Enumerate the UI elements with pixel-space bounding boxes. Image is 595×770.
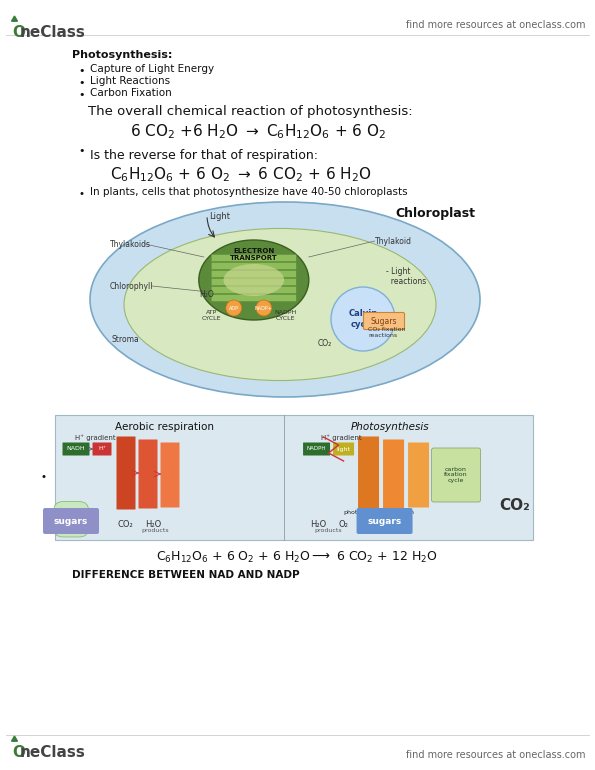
Text: Aerobic respiration: Aerobic respiration <box>115 422 214 432</box>
FancyBboxPatch shape <box>356 508 412 534</box>
Text: products: products <box>141 528 169 533</box>
Text: Calvin
cycle: Calvin cycle <box>349 310 378 329</box>
FancyBboxPatch shape <box>211 270 296 277</box>
FancyBboxPatch shape <box>383 440 404 508</box>
Text: find more resources at oneclass.com: find more resources at oneclass.com <box>406 750 585 760</box>
Text: sugars: sugars <box>368 517 402 525</box>
Text: light: light <box>337 447 350 451</box>
Text: neClass: neClass <box>20 745 86 760</box>
Text: Photosynthesis: Photosynthesis <box>350 422 429 432</box>
FancyBboxPatch shape <box>43 508 99 534</box>
FancyBboxPatch shape <box>211 255 296 262</box>
Text: Chloroplast: Chloroplast <box>395 207 475 220</box>
Text: DIFFERENCE BETWEEN NAD AND NADP: DIFFERENCE BETWEEN NAD AND NADP <box>72 570 300 580</box>
Text: Sugars: Sugars <box>371 316 397 326</box>
Circle shape <box>256 300 272 316</box>
Text: Light: Light <box>209 212 230 221</box>
Text: Stroma: Stroma <box>112 335 140 343</box>
Text: •: • <box>78 66 84 76</box>
Text: C$_6$H$_{12}$O$_6$ + 6 O$_2$ $\rightarrow$ 6 CO$_2$ + 6 H$_2$O: C$_6$H$_{12}$O$_6$ + 6 O$_2$ $\rightarro… <box>110 165 371 184</box>
Text: ADP: ADP <box>229 306 239 310</box>
Text: CO₂ fixation
reactions: CO₂ fixation reactions <box>368 327 406 338</box>
Text: CO₂: CO₂ <box>500 497 530 513</box>
Text: H⁺: H⁺ <box>98 447 106 451</box>
Ellipse shape <box>224 264 284 296</box>
Ellipse shape <box>90 202 480 397</box>
Text: In plants, cells that photosynthesize have 40-50 chloroplasts: In plants, cells that photosynthesize ha… <box>90 187 408 197</box>
Text: ATP
CYCLE: ATP CYCLE <box>202 310 221 321</box>
Text: H₂O: H₂O <box>199 290 214 299</box>
Text: •: • <box>78 78 84 88</box>
Text: The overall chemical reaction of photosynthesis:: The overall chemical reaction of photosy… <box>88 105 412 118</box>
FancyBboxPatch shape <box>161 443 180 507</box>
Text: NADPH
CYCLE: NADPH CYCLE <box>275 310 297 321</box>
Text: Capture of Light Energy: Capture of Light Energy <box>90 64 214 74</box>
Text: O: O <box>12 745 25 760</box>
Text: H₂O: H₂O <box>311 520 327 529</box>
Ellipse shape <box>124 229 436 380</box>
Circle shape <box>226 300 242 316</box>
Text: - Light
  reactions: - Light reactions <box>386 267 427 286</box>
Text: Thylakoids: Thylakoids <box>110 240 151 249</box>
Text: O: O <box>12 25 25 40</box>
Text: photosystem
II: photosystem II <box>373 510 414 521</box>
Text: •: • <box>78 146 84 156</box>
Text: CO₂: CO₂ <box>318 339 332 348</box>
FancyBboxPatch shape <box>55 415 533 540</box>
FancyBboxPatch shape <box>431 448 481 502</box>
FancyBboxPatch shape <box>408 443 429 507</box>
FancyBboxPatch shape <box>92 443 111 456</box>
FancyBboxPatch shape <box>211 263 296 269</box>
Text: Photosynthesis:: Photosynthesis: <box>72 50 173 60</box>
Text: ELECTRON
TRANSPORT: ELECTRON TRANSPORT <box>230 248 278 261</box>
Text: C$_6$H$_{12}$O$_6$ + 6 O$_2$ + 6 H$_2$O$\longrightarrow$ 6 CO$_2$ + 12 H$_2$O: C$_6$H$_{12}$O$_6$ + 6 O$_2$ + 6 H$_2$O$… <box>156 550 438 565</box>
Text: Carbon Fixation: Carbon Fixation <box>90 88 172 98</box>
Text: Chlorophyll: Chlorophyll <box>110 282 154 291</box>
Text: Thylakoid: Thylakoid <box>375 237 412 246</box>
Text: Light Reactions: Light Reactions <box>90 76 170 86</box>
Text: •: • <box>78 189 84 199</box>
Text: CO₂: CO₂ <box>117 520 133 529</box>
Text: citric
acid
cycle: citric acid cycle <box>63 511 79 527</box>
FancyBboxPatch shape <box>211 286 296 293</box>
Text: •: • <box>41 473 47 483</box>
Ellipse shape <box>199 240 309 320</box>
Text: 6 CO$_2$ +6 H$_2$O $\rightarrow$ C$_6$H$_{12}$O$_6$ + 6 O$_2$: 6 CO$_2$ +6 H$_2$O $\rightarrow$ C$_6$H$… <box>130 122 386 141</box>
FancyBboxPatch shape <box>358 437 379 510</box>
Text: NADPH: NADPH <box>307 447 326 451</box>
Text: neClass: neClass <box>20 25 86 40</box>
FancyBboxPatch shape <box>117 437 136 510</box>
Text: carbon
fixation
cycle: carbon fixation cycle <box>444 467 468 484</box>
Text: O₂: O₂ <box>339 520 349 529</box>
Text: Is the reverse for that of respiration:: Is the reverse for that of respiration: <box>90 149 318 162</box>
FancyBboxPatch shape <box>139 440 158 508</box>
FancyBboxPatch shape <box>62 443 89 456</box>
Text: sugars: sugars <box>54 517 88 525</box>
Text: H₂O: H₂O <box>145 520 161 529</box>
FancyBboxPatch shape <box>364 313 405 330</box>
FancyBboxPatch shape <box>211 294 296 302</box>
FancyBboxPatch shape <box>303 443 330 456</box>
Text: photosystem
I: photosystem I <box>343 510 384 521</box>
Text: find more resources at oneclass.com: find more resources at oneclass.com <box>406 20 585 30</box>
Text: products: products <box>315 528 342 533</box>
FancyBboxPatch shape <box>211 279 296 286</box>
Text: NADH: NADH <box>67 447 85 451</box>
Text: H⁺ gradient: H⁺ gradient <box>321 434 362 440</box>
Text: H⁺ gradient: H⁺ gradient <box>75 434 115 440</box>
Circle shape <box>331 287 395 351</box>
FancyBboxPatch shape <box>333 443 354 456</box>
Text: •: • <box>78 90 84 100</box>
Text: NADP+: NADP+ <box>255 306 273 310</box>
